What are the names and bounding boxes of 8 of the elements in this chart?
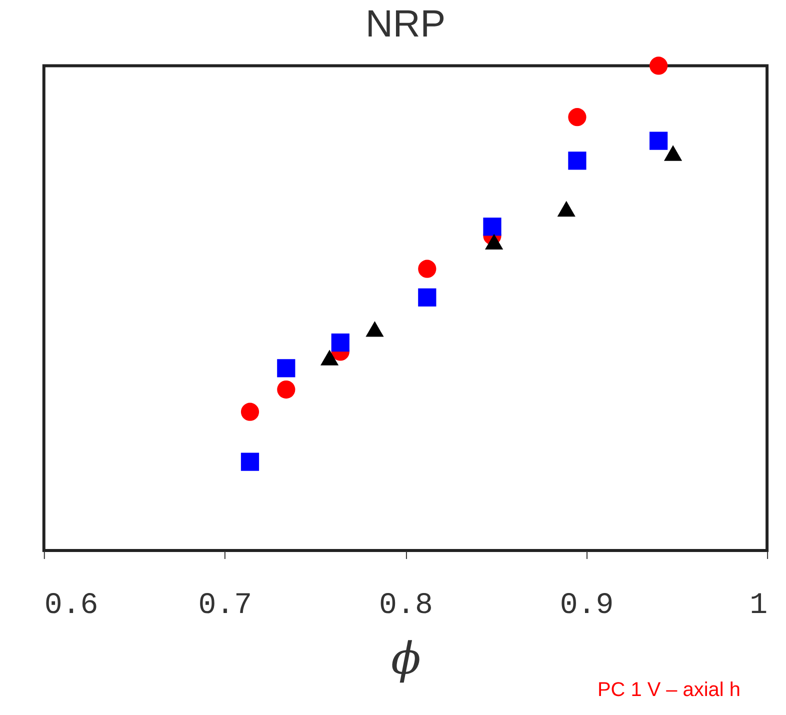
chart-title: NRP — [365, 4, 446, 46]
text: PC 1 V – axial h — [597, 679, 740, 702]
x-tick-label: 0.9 — [560, 588, 614, 622]
x-axis-title: ϕ — [391, 634, 422, 685]
x-tick-label: 1 — [750, 588, 768, 622]
x-tick-label: 0.6 — [44, 588, 98, 622]
x-tick-label: 0.8 — [379, 588, 433, 622]
x-tick-label: 0.7 — [198, 588, 252, 622]
